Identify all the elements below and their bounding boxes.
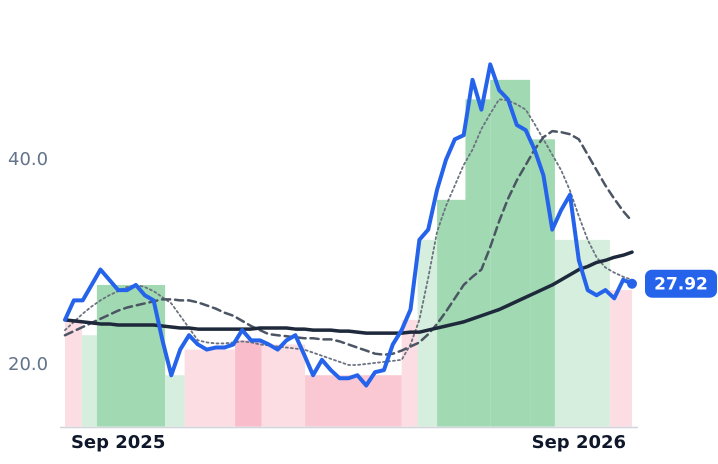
band <box>184 349 236 427</box>
band <box>417 239 438 427</box>
band <box>165 375 185 427</box>
band <box>490 79 531 427</box>
band <box>609 290 632 427</box>
band <box>305 375 402 427</box>
last-point <box>627 278 637 289</box>
band <box>465 99 491 427</box>
x-tick-label: Sep 2026 <box>532 432 626 453</box>
band <box>235 340 262 427</box>
series-line <box>63 62 634 388</box>
y-tick-label: 20.0 <box>8 354 48 375</box>
value-badge-label: 27.92 <box>654 275 708 295</box>
y-tick-label: 40.0 <box>8 149 48 170</box>
band <box>401 319 418 427</box>
series-line <box>63 129 634 356</box>
band <box>530 139 555 427</box>
band <box>65 319 82 427</box>
band <box>261 344 306 427</box>
x-tick-label: Sep 2025 <box>71 432 165 453</box>
band <box>437 199 466 427</box>
series-line <box>64 98 633 366</box>
value-badge <box>645 269 717 298</box>
band <box>81 335 97 427</box>
